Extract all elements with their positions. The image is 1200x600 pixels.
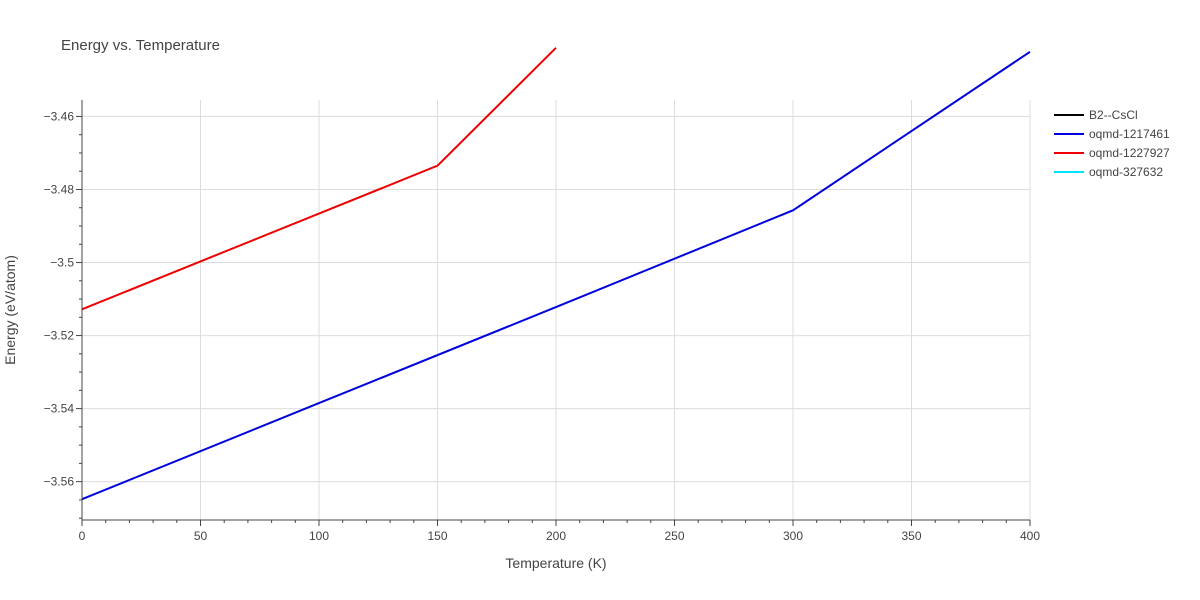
y-tick-label: −3.5: [50, 256, 74, 270]
legend: B2--CsCl oqmd-1217461 oqmd-1227927 oqmd-327…: [1054, 108, 1170, 179]
x-tick-label: 100: [309, 529, 329, 543]
x-axis-label: Temperature (K): [505, 555, 606, 571]
legend-label: oqmd-327632: [1089, 165, 1163, 179]
y-axis-label: Energy (eV/atom): [2, 255, 18, 365]
y-tick-label: −3.56: [44, 475, 75, 489]
legend-item[interactable]: oqmd-1217461: [1054, 127, 1170, 141]
x-tick-label: 250: [664, 529, 684, 543]
grid: [82, 100, 1031, 520]
x-tick-label: 50: [194, 529, 208, 543]
axes: 0 50 100 150 200 250 300 350 400 −3.46 −3.48 −3.5 −3…: [44, 100, 1040, 543]
series-line-oqmd-1217461: [81, 50, 1031, 501]
legend-label: B2--CsCl: [1089, 108, 1138, 122]
x-tick-label: 350: [901, 529, 921, 543]
legend-item[interactable]: oqmd-1227927: [1054, 146, 1170, 160]
y-tick-label: −3.52: [44, 329, 75, 343]
y-tick-label: −3.46: [44, 109, 75, 123]
x-tick-label: 200: [546, 529, 566, 543]
y-tick-label: −3.48: [44, 182, 75, 196]
legend-item[interactable]: oqmd-327632: [1054, 165, 1163, 179]
legend-label: oqmd-1227927: [1089, 146, 1170, 160]
series-layer: [81, 47, 1031, 501]
series-line-oqmd-1227927: [81, 47, 557, 311]
legend-item[interactable]: B2--CsCl: [1054, 108, 1138, 122]
x-tick-label: 150: [427, 529, 447, 543]
legend-label: oqmd-1217461: [1089, 127, 1170, 141]
x-tick-label: 400: [1020, 529, 1040, 543]
y-tick-label: −3.54: [44, 402, 75, 416]
x-tick-label: 300: [783, 529, 803, 543]
x-tick-label: 0: [79, 529, 86, 543]
chart-title: Energy vs. Temperature: [61, 37, 220, 54]
